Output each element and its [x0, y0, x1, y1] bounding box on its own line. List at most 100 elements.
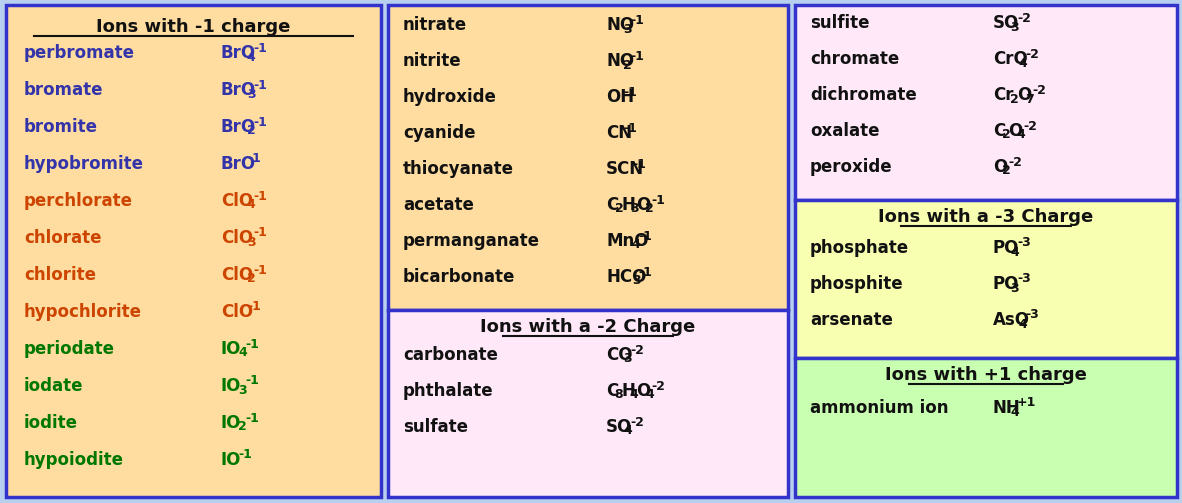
Text: dichromate: dichromate: [810, 86, 917, 104]
Text: NO: NO: [606, 52, 634, 70]
Text: IO: IO: [221, 377, 241, 395]
Text: 3: 3: [247, 88, 255, 101]
Text: -1: -1: [247, 300, 261, 313]
Text: ammonium ion: ammonium ion: [810, 399, 948, 417]
Text: 4: 4: [1019, 317, 1027, 330]
Text: hydroxide: hydroxide: [403, 88, 496, 106]
Text: 8: 8: [615, 388, 623, 401]
Text: 4: 4: [632, 238, 641, 252]
Text: HCO: HCO: [606, 268, 647, 286]
Text: -3: -3: [1026, 308, 1039, 321]
Text: hypochlorite: hypochlorite: [24, 303, 142, 321]
Text: phosphate: phosphate: [810, 239, 909, 257]
Text: NH: NH: [993, 399, 1021, 417]
Text: Ions with +1 charge: Ions with +1 charge: [885, 366, 1087, 384]
FancyBboxPatch shape: [388, 310, 788, 497]
Text: -1: -1: [630, 14, 644, 27]
Text: 3: 3: [623, 353, 632, 366]
Text: arsenate: arsenate: [810, 311, 892, 329]
Text: nitrate: nitrate: [403, 16, 467, 34]
Text: phthalate: phthalate: [403, 382, 494, 400]
Text: chromate: chromate: [810, 50, 900, 68]
Text: CN: CN: [606, 124, 632, 142]
Text: -1: -1: [253, 78, 267, 92]
Text: 4: 4: [247, 199, 255, 211]
Text: -1: -1: [632, 157, 645, 171]
Text: peroxide: peroxide: [810, 158, 892, 176]
Text: bicarbonate: bicarbonate: [403, 268, 515, 286]
Text: -1: -1: [253, 226, 267, 239]
Text: -2: -2: [630, 344, 644, 357]
Text: CrO: CrO: [993, 50, 1028, 68]
Text: -2: -2: [1026, 47, 1039, 60]
FancyBboxPatch shape: [795, 5, 1177, 200]
Text: chlorate: chlorate: [24, 229, 102, 247]
Text: hypobromite: hypobromite: [24, 155, 144, 173]
Text: -2: -2: [651, 379, 665, 392]
Text: C: C: [606, 196, 618, 214]
Text: 3: 3: [632, 275, 641, 288]
Text: -1: -1: [651, 194, 665, 207]
Text: 2: 2: [247, 125, 255, 137]
Text: ClO: ClO: [221, 303, 253, 321]
Text: Cr: Cr: [993, 86, 1013, 104]
Text: -1: -1: [253, 264, 267, 277]
Text: ClO: ClO: [221, 192, 253, 210]
Text: perbromate: perbromate: [24, 44, 135, 62]
Text: IO: IO: [221, 451, 241, 469]
Text: Ions with a -2 Charge: Ions with a -2 Charge: [480, 318, 696, 336]
Text: permanganate: permanganate: [403, 232, 540, 250]
Text: Ions with a -3 Charge: Ions with a -3 Charge: [878, 208, 1093, 226]
Text: -1: -1: [239, 449, 252, 461]
Text: bromate: bromate: [24, 81, 104, 99]
Text: O: O: [636, 382, 651, 400]
Text: -2: -2: [1008, 155, 1022, 169]
Text: BrO: BrO: [221, 118, 256, 136]
Text: AsO: AsO: [993, 311, 1030, 329]
Text: sulfite: sulfite: [810, 14, 870, 32]
Text: IO: IO: [221, 340, 241, 358]
Text: -2: -2: [1032, 83, 1046, 97]
Text: 2: 2: [1001, 128, 1011, 141]
Text: BrO: BrO: [221, 155, 256, 173]
Text: 4: 4: [239, 347, 247, 360]
Text: PO: PO: [993, 239, 1019, 257]
Text: 4: 4: [1017, 128, 1026, 141]
Text: nitrite: nitrite: [403, 52, 462, 70]
Text: -3: -3: [1017, 236, 1031, 249]
Text: periodate: periodate: [24, 340, 115, 358]
Text: -3: -3: [1017, 273, 1031, 286]
Text: 2: 2: [247, 273, 255, 286]
Text: SO: SO: [606, 418, 632, 436]
Text: -1: -1: [247, 152, 261, 165]
Text: CO: CO: [606, 346, 632, 364]
FancyBboxPatch shape: [795, 200, 1177, 358]
FancyBboxPatch shape: [6, 5, 381, 497]
Text: O: O: [1008, 122, 1022, 140]
Text: -1: -1: [253, 190, 267, 203]
Text: -1: -1: [623, 122, 637, 134]
Text: 4: 4: [630, 388, 638, 401]
Text: H: H: [622, 382, 635, 400]
Text: O: O: [1017, 86, 1031, 104]
Text: -1: -1: [245, 411, 259, 425]
Text: O: O: [636, 196, 651, 214]
Text: -1: -1: [623, 86, 637, 99]
Text: -1: -1: [253, 42, 267, 54]
Text: 4: 4: [1019, 56, 1027, 69]
Text: C: C: [606, 382, 618, 400]
Text: 3: 3: [239, 383, 247, 396]
Text: 2: 2: [239, 421, 247, 434]
Text: perchlorate: perchlorate: [24, 192, 134, 210]
Text: acetate: acetate: [403, 196, 474, 214]
Text: 4: 4: [1011, 405, 1019, 418]
Text: -2: -2: [1024, 120, 1038, 132]
Text: cyanide: cyanide: [403, 124, 475, 142]
Text: iodate: iodate: [24, 377, 84, 395]
FancyBboxPatch shape: [388, 5, 788, 310]
Text: BrO: BrO: [221, 81, 256, 99]
Text: 3: 3: [630, 203, 638, 215]
Text: sulfate: sulfate: [403, 418, 468, 436]
Text: PO: PO: [993, 275, 1019, 293]
Text: 3: 3: [1011, 282, 1019, 294]
